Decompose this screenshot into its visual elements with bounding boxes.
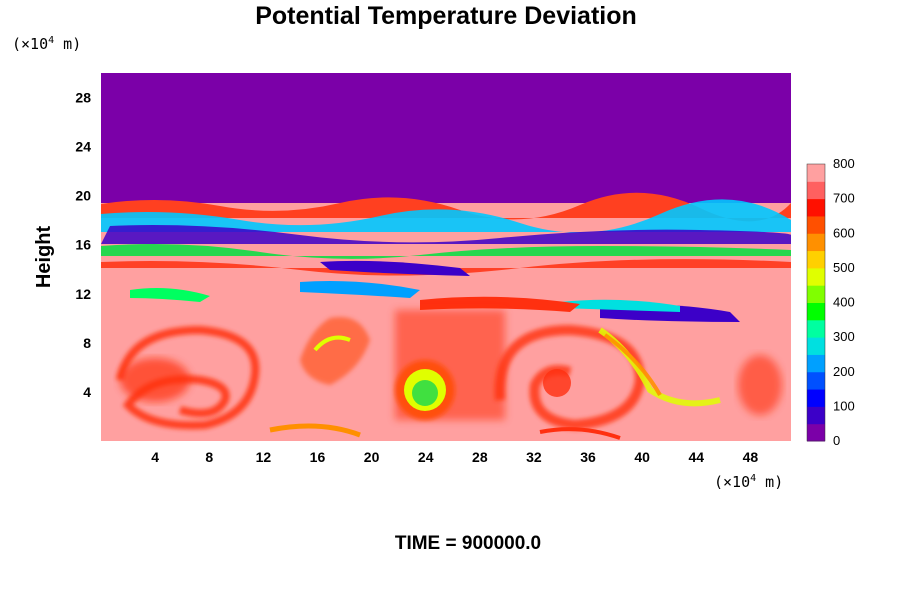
- x-unit-exponent: 4: [750, 473, 756, 484]
- y-axis: 4 8 12 16 20 24 28: [75, 90, 91, 400]
- x-axis: 4 8 12 16 20 24 28 32 36 40 44 48: [151, 449, 758, 465]
- y-tick-label: 20: [75, 188, 91, 204]
- y-tick-label: 28: [75, 90, 91, 106]
- warm-bubble-core: [412, 380, 438, 406]
- x-unit-prefix: (×10: [714, 473, 750, 491]
- x-tick-label: 12: [256, 449, 272, 465]
- x-unit-label: (×104 m): [714, 473, 783, 491]
- colorbar-swatch: [807, 423, 825, 442]
- colorbar-swatch: [807, 181, 825, 200]
- x-tick-label: 16: [310, 449, 326, 465]
- chart-title: Potential Temperature Deviation: [255, 2, 637, 30]
- colorbar-tick-label: 200: [833, 364, 855, 379]
- colorbar-swatch: [807, 337, 825, 355]
- colorbar-tick-label: 600: [833, 225, 855, 240]
- plot-field: [101, 73, 791, 441]
- left-vortex: [116, 325, 260, 430]
- colorbar-swatch: [807, 267, 825, 286]
- colorbar-swatch: [807, 233, 825, 252]
- colorbar-tick-label: 700: [833, 191, 855, 206]
- plume-left: [300, 316, 370, 385]
- upper-layer: [101, 73, 791, 203]
- x-tick-label: 44: [689, 449, 705, 465]
- colorbar-swatch: [807, 389, 825, 407]
- y-unit-prefix: (×10: [12, 35, 48, 53]
- colorbar-tick-label: 400: [833, 295, 855, 310]
- colorbar-swatch: [807, 371, 825, 390]
- colorbar-frame: [806, 163, 826, 442]
- colorbar-swatch: [807, 250, 825, 269]
- x-tick-label: 32: [526, 449, 542, 465]
- colorbar-tick-label: 0: [833, 433, 840, 448]
- right-vortex: [494, 324, 646, 431]
- colorbar-tick-label: 800: [833, 156, 855, 171]
- y-unit-exponent: 4: [48, 35, 54, 46]
- interface-band: [101, 192, 791, 322]
- y-tick-label: 12: [75, 286, 91, 302]
- x-tick-label: 4: [151, 449, 159, 465]
- colorbar-swatch: [807, 198, 825, 217]
- x-tick-label: 48: [743, 449, 759, 465]
- vortices: [116, 310, 782, 440]
- colorbar-swatch: [807, 285, 825, 303]
- colorbar-swatch: [807, 302, 825, 321]
- colorbar-swatch: [807, 354, 825, 373]
- colorbar-swatch: [807, 215, 825, 234]
- x-tick-label: 36: [580, 449, 596, 465]
- colorbar-swatch: [807, 319, 825, 338]
- x-tick-label: 24: [418, 449, 434, 465]
- y-tick-label: 24: [75, 139, 91, 155]
- colorbar-tick-label: 100: [833, 398, 855, 413]
- x-tick-label: 20: [364, 449, 380, 465]
- y-tick-label: 8: [83, 335, 91, 351]
- colorbar-swatch: [807, 406, 825, 425]
- colorbar-swatch: [807, 164, 825, 182]
- time-label: TIME = 900000.0: [395, 533, 541, 554]
- x-tick-label: 40: [634, 449, 650, 465]
- y-unit-label: (×104 m): [12, 35, 81, 53]
- y-tick-label: 16: [75, 237, 91, 253]
- y-tick-label: 4: [83, 384, 91, 400]
- y-unit-suffix: m): [54, 35, 81, 53]
- colorbar-ticks: 0 100 200 300 400 500 600 700 800: [833, 156, 855, 448]
- x-unit-suffix: m): [756, 473, 783, 491]
- colorbar-tick-label: 500: [833, 260, 855, 275]
- x-tick-label: 28: [472, 449, 488, 465]
- colorbar: [806, 163, 826, 442]
- colorbar-tick-label: 300: [833, 329, 855, 344]
- x-tick-label: 8: [205, 449, 213, 465]
- y-axis-label: Height: [33, 226, 55, 289]
